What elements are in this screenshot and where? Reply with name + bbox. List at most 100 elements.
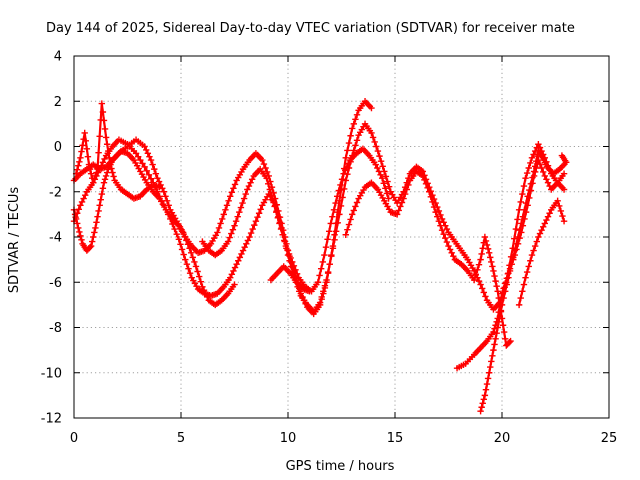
- data-point: [79, 142, 86, 149]
- data-point: [187, 249, 195, 257]
- data-series-track-7: [342, 168, 514, 349]
- data-point: [337, 181, 344, 189]
- data-point: [379, 163, 386, 170]
- data-point: [222, 206, 229, 214]
- data-point: [446, 246, 454, 253]
- data-point: [522, 199, 530, 207]
- data-layer: [70, 98, 570, 415]
- data-point: [243, 240, 250, 247]
- data-point: [262, 164, 269, 172]
- data-point: [101, 155, 108, 163]
- data-point: [101, 176, 109, 183]
- data-point: [492, 335, 499, 343]
- data-point: [327, 220, 334, 227]
- data-point: [97, 196, 104, 203]
- data-point: [227, 274, 234, 281]
- data-point: [506, 339, 513, 346]
- data-point: [289, 258, 296, 266]
- data-point: [430, 203, 438, 211]
- data-point: [223, 202, 231, 209]
- data-point: [376, 152, 383, 160]
- data-point: [508, 260, 515, 268]
- data-point: [424, 184, 431, 191]
- data-point: [236, 208, 243, 216]
- data-point: [325, 228, 333, 235]
- data-point: [247, 179, 254, 186]
- data-point: [535, 141, 542, 148]
- y-tick-label: 4: [54, 50, 62, 65]
- data-point: [96, 133, 103, 140]
- data-point: [239, 247, 247, 254]
- data-point: [215, 224, 223, 232]
- data-point: [254, 214, 261, 221]
- data-point: [544, 213, 552, 220]
- data-point: [516, 227, 523, 234]
- data-series-track-10: [515, 197, 568, 309]
- data-point: [530, 151, 537, 158]
- data-point: [169, 220, 176, 228]
- data-point: [276, 220, 283, 227]
- data-point: [238, 250, 245, 258]
- data-point: [230, 185, 237, 192]
- data-point: [405, 181, 412, 189]
- data-point: [236, 254, 244, 261]
- data-point: [241, 243, 248, 251]
- data-point: [135, 153, 142, 160]
- data-point: [560, 186, 568, 193]
- data-point: [162, 206, 170, 214]
- data-point: [381, 168, 388, 175]
- chart-title: Day 144 of 2025, Sidereal Day-to-day VTE…: [46, 21, 575, 36]
- data-point: [491, 272, 498, 280]
- data-point: [317, 265, 325, 272]
- data-point: [91, 176, 99, 183]
- data-point: [296, 288, 303, 295]
- data-point: [96, 202, 103, 209]
- data-point: [380, 180, 387, 187]
- data-point: [137, 156, 144, 164]
- data-point: [279, 231, 286, 238]
- data-point: [100, 117, 108, 124]
- data-point: [514, 233, 522, 241]
- data-point: [500, 294, 507, 302]
- data-point: [558, 152, 566, 159]
- data-point: [442, 234, 449, 242]
- data-point: [544, 179, 552, 186]
- data-point: [342, 154, 349, 162]
- data-point: [183, 260, 191, 268]
- data-point: [78, 198, 86, 206]
- data-point: [167, 215, 174, 223]
- data-point: [482, 237, 490, 245]
- data-point: [514, 216, 521, 223]
- data-point: [266, 186, 274, 193]
- y-tick-label: -12: [41, 412, 62, 427]
- data-point: [94, 169, 102, 176]
- data-point: [265, 180, 272, 188]
- data-point: [284, 246, 291, 254]
- data-point: [164, 211, 172, 218]
- data-point: [527, 180, 535, 188]
- data-point: [186, 270, 194, 277]
- data-point: [185, 265, 192, 272]
- data-point: [515, 206, 523, 214]
- data-point: [475, 261, 483, 268]
- data-point: [369, 134, 377, 141]
- data-point: [306, 288, 313, 295]
- data-point: [372, 161, 379, 168]
- data-point: [285, 250, 293, 258]
- data-point: [197, 278, 204, 285]
- data-point: [271, 203, 278, 210]
- data-point: [349, 211, 356, 218]
- data-point: [496, 312, 504, 320]
- data-point: [560, 217, 568, 225]
- data-point: [373, 143, 380, 150]
- data-point: [487, 363, 494, 371]
- data-series-track-3: [72, 100, 163, 202]
- data-point: [450, 253, 457, 260]
- data-point: [268, 191, 275, 199]
- data-point: [316, 299, 324, 306]
- data-point: [474, 266, 481, 274]
- data-point: [149, 161, 156, 168]
- data-point: [99, 159, 107, 166]
- x-tick-label: 0: [70, 431, 78, 446]
- data-point: [74, 210, 81, 217]
